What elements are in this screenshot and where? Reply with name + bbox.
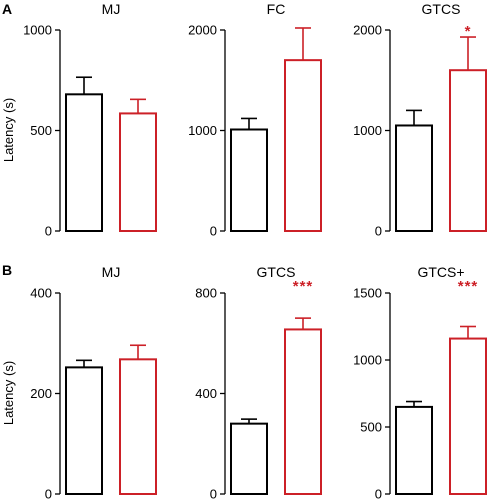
chart-5-ytick-label: 400 <box>195 386 217 401</box>
chart-6-ytick-label: 500 <box>360 420 382 435</box>
chart-5-significance: *** <box>293 278 314 295</box>
chart-1-ytick-label: 0 <box>45 224 52 239</box>
chart-3-ytick-label: 2000 <box>353 23 382 38</box>
chart-4-title: MJ <box>102 264 121 280</box>
y-axis-label-row-b: Latency (s) <box>1 361 16 425</box>
chart-3-bar-2 <box>449 69 487 232</box>
panel-letter-a: A <box>2 1 12 17</box>
chart-5-bar-2 <box>284 328 322 495</box>
chart-4-bar-2 <box>119 358 157 495</box>
chart-2-bar-1 <box>230 128 268 232</box>
chart-2-ytick-label: 2000 <box>188 23 217 38</box>
chart-1-title: MJ <box>102 1 121 17</box>
chart-2-ytick-label: 1000 <box>188 123 217 138</box>
chart-1-ytick-label: 1000 <box>23 23 52 38</box>
chart-6-bar-1 <box>395 405 433 495</box>
chart-6-ytick-label: 1000 <box>353 353 382 368</box>
chart-3-bar-1 <box>395 124 433 232</box>
chart-5-ytick-label: 0 <box>210 487 217 500</box>
chart-4-ytick-label: 0 <box>45 487 52 500</box>
chart-6-bar-2 <box>449 337 487 495</box>
chart-4-ytick-label: 400 <box>30 286 52 301</box>
chart-5-ytick-label: 800 <box>195 286 217 301</box>
panel-letter-b: B <box>2 262 12 278</box>
chart-6-ytick-label: 1500 <box>353 286 382 301</box>
chart-3-significance: * <box>465 23 472 40</box>
chart-1-bar-2 <box>119 112 157 232</box>
chart-4-ytick-label: 200 <box>30 386 52 401</box>
chart-2-ytick-label: 0 <box>210 224 217 239</box>
y-axis-label-row-a: Latency (s) <box>1 98 16 162</box>
chart-3-ytick-label: 0 <box>375 224 382 239</box>
chart-4-bar-1 <box>65 366 103 495</box>
chart-1-ytick-label: 500 <box>30 123 52 138</box>
chart-2-bar-2 <box>284 59 322 233</box>
chart-5-title: GTCS <box>257 264 296 280</box>
chart-2-title: FC <box>267 1 286 17</box>
chart-1-bar-1 <box>65 93 103 232</box>
chart-3-title: GTCS <box>422 1 461 17</box>
chart-3-ytick-label: 1000 <box>353 123 382 138</box>
chart-6-title: GTCS+ <box>417 264 464 280</box>
chart-5-bar-1 <box>230 422 268 495</box>
chart-6-significance: *** <box>458 278 479 295</box>
chart-6-ytick-label: 0 <box>375 487 382 500</box>
